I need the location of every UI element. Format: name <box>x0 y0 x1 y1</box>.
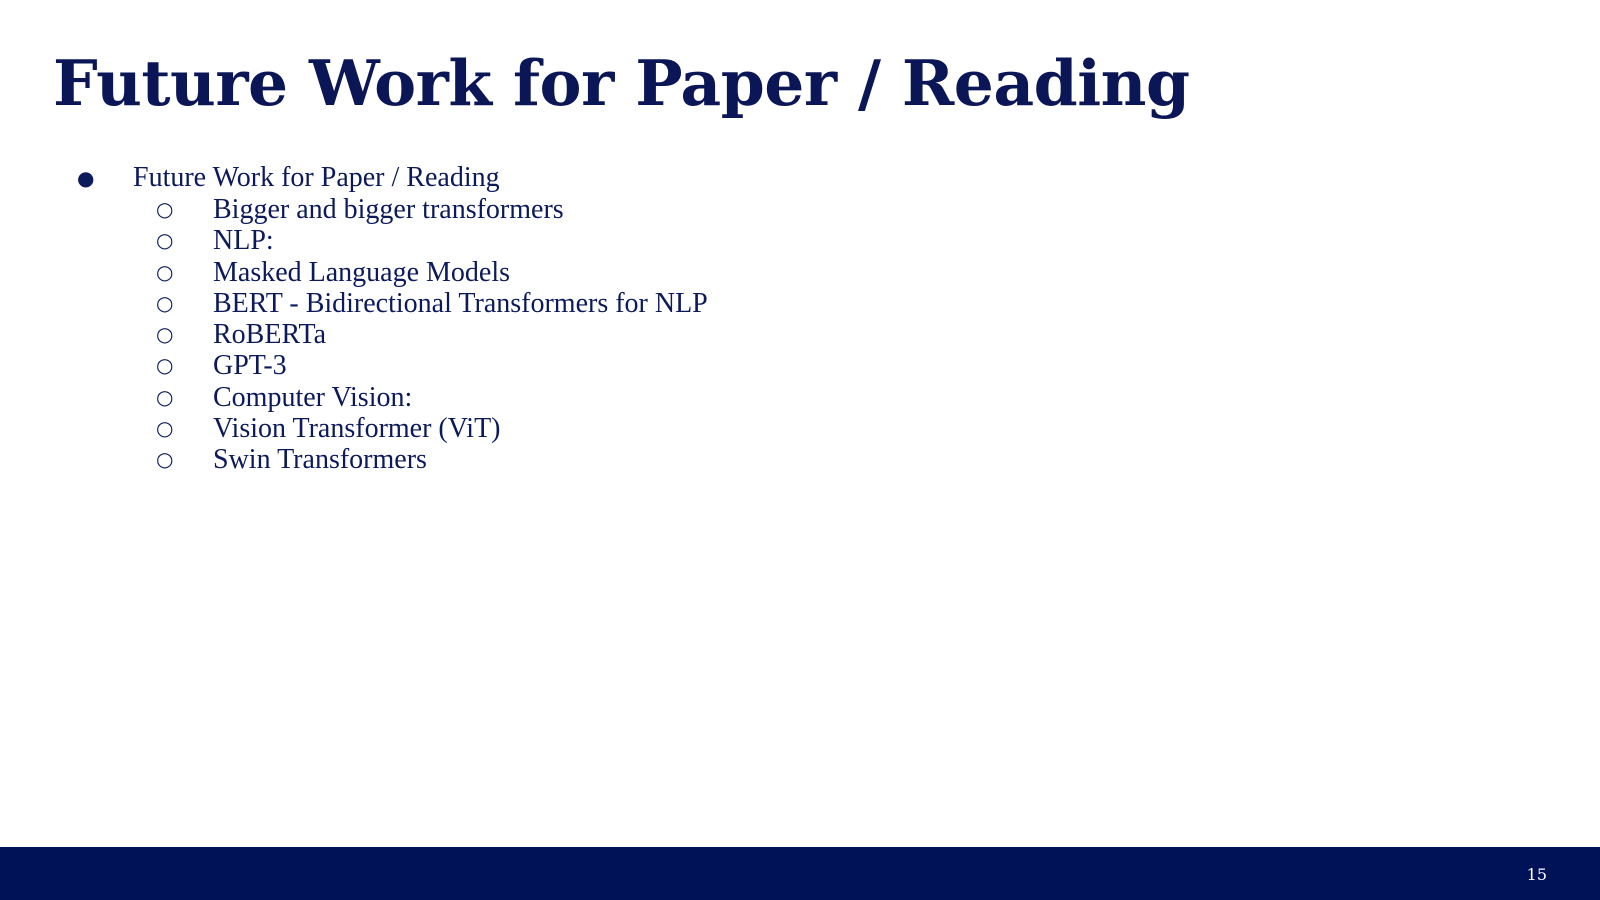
sub-bullet-text: NLP: <box>213 225 274 257</box>
sub-bullet-marker: ○ <box>156 353 174 378</box>
sub-bullet-item: ○ RoBERTa <box>0 319 1600 350</box>
sub-bullet-text: GPT-3 <box>213 350 287 382</box>
sub-bullet-item: ○ NLP: <box>0 225 1600 256</box>
sub-bullet-marker: ○ <box>156 228 174 253</box>
sub-bullet-item: ○ Vision Transformer (ViT) <box>0 413 1600 444</box>
bullet-list: ● Future Work for Paper / Reading ○ Bigg… <box>0 162 1600 476</box>
sub-bullet-text: RoBERTa <box>213 319 327 351</box>
sub-bullet-marker: ○ <box>156 416 174 441</box>
sub-bullet-text: Masked Language Models <box>213 256 511 288</box>
bullet-item: ● Future Work for Paper / Reading <box>0 162 1600 194</box>
sub-bullet-text: Swin Transformers <box>213 444 427 476</box>
sub-bullet-marker: ○ <box>156 290 174 315</box>
sub-bullet-text: Bigger and bigger transformers <box>213 194 564 225</box>
sub-bullet-item: ○ Bigger and bigger transformers <box>0 194 1600 225</box>
slide-title: Future Work for Paper / Reading <box>53 46 1190 120</box>
page-number: 15 <box>1526 865 1547 884</box>
bullet-text: Future Work for Paper / Reading <box>133 162 500 193</box>
sub-bullet-marker: ○ <box>156 384 174 409</box>
sub-bullet-marker: ○ <box>156 447 174 472</box>
footer-bar: 15 <box>0 847 1600 900</box>
sub-bullet-marker: ○ <box>156 197 174 221</box>
sub-bullet-marker: ○ <box>156 322 174 347</box>
sub-bullet-item: ○ GPT-3 <box>0 350 1600 381</box>
sub-bullet-text: BERT - Bidirectional Transformers for NL… <box>213 287 708 319</box>
sub-bullet-item: ○ Computer Vision: <box>0 382 1600 413</box>
sub-bullet-item: ○ BERT - Bidirectional Transformers for … <box>0 288 1600 319</box>
sub-bullet-marker: ○ <box>156 259 174 284</box>
sub-bullet-item: ○ Masked Language Models <box>0 257 1600 288</box>
sub-bullet-text: Vision Transformer (ViT) <box>213 413 501 445</box>
sub-bullet-item: ○ Swin Transformers <box>0 444 1600 475</box>
bullet-marker: ● <box>77 166 95 190</box>
sub-bullet-text: Computer Vision: <box>213 381 413 413</box>
